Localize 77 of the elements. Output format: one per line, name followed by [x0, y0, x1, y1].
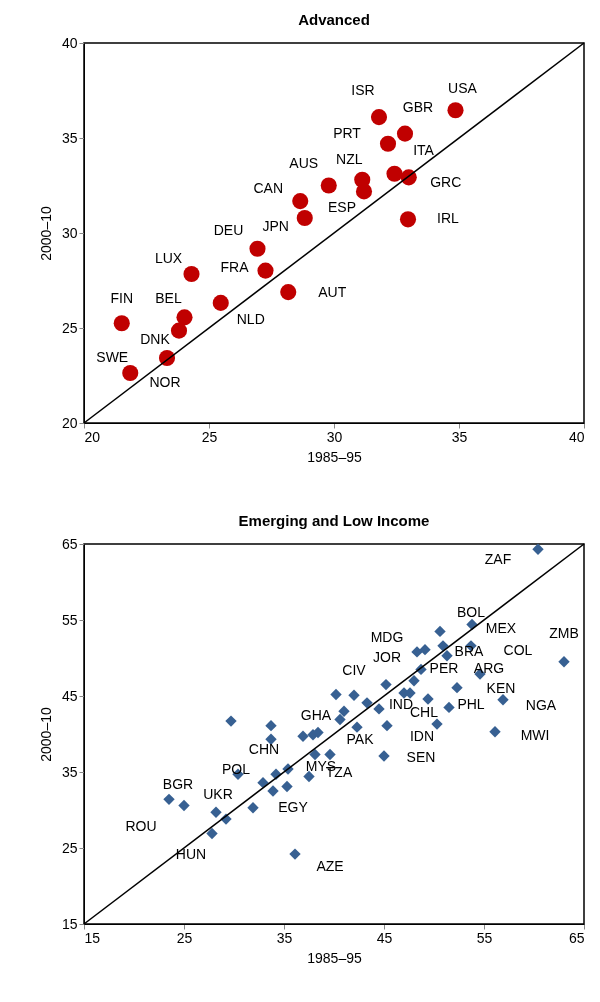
annotation: JOR: [373, 649, 401, 666]
annotation: NGA: [525, 696, 557, 713]
annotation: CAN: [253, 180, 284, 197]
y-tick-label: 15: [61, 915, 78, 932]
x-tick-label: 15: [84, 929, 101, 946]
annotation: ESP: [327, 199, 357, 216]
annotation: DEU: [213, 221, 244, 238]
annotation: DNK: [140, 330, 171, 347]
annotation: PAK: [346, 731, 375, 748]
x-tick-label: 65: [568, 929, 585, 946]
x-axis-title: 1985–95: [307, 949, 362, 966]
annotation: EGY: [278, 798, 309, 815]
x-tick-label: 45: [376, 929, 393, 946]
annotation: SEN: [406, 749, 436, 766]
annotation: ITA: [413, 141, 435, 158]
y-tick-label: 25: [61, 839, 78, 856]
annotation: USA: [448, 80, 478, 97]
annotation: GBR: [402, 98, 434, 115]
annotation: AUT: [318, 284, 347, 301]
annotation: IDN: [409, 727, 435, 744]
annotation: NLD: [236, 310, 265, 327]
y-tick-label: 30: [61, 224, 78, 241]
annotation: ARG: [473, 659, 505, 676]
x-tick-label: 40: [568, 428, 585, 445]
annotation: IRL: [437, 210, 460, 227]
y-tick-label: 25: [61, 319, 78, 336]
annotation: JPN: [262, 217, 289, 234]
annotation: HUN: [175, 845, 207, 862]
x-tick-label: 30: [326, 428, 343, 445]
x-tick-label: 35: [276, 929, 293, 946]
annotation: FRA: [220, 258, 250, 275]
y-tick-label: 35: [61, 129, 78, 146]
x-tick-label: 25: [176, 929, 193, 946]
x-tick-label: 35: [451, 428, 468, 445]
y-tick-label: 35: [61, 763, 78, 780]
x-tick-label: 55: [476, 929, 493, 946]
annotation: AZE: [316, 858, 344, 875]
y-tick-label: 20: [61, 414, 78, 431]
annotation: NOR: [149, 374, 181, 391]
annotation: ISR: [351, 82, 375, 99]
y-axis-title: 2000–10: [37, 707, 54, 762]
annotation: KEN: [486, 679, 516, 696]
annotation: MEX: [485, 619, 517, 636]
chart-title: Advanced: [298, 11, 370, 28]
annotation: GHA: [300, 706, 332, 723]
y-tick-label: 55: [61, 611, 78, 628]
annotation: ZAF: [484, 551, 512, 568]
y-tick-label: 65: [61, 535, 78, 552]
annotation: POL: [221, 761, 251, 778]
annotation: ROU: [125, 818, 157, 835]
annotation: LUX: [154, 250, 183, 267]
annotation: CHN: [248, 741, 280, 758]
annotation: MWI: [520, 726, 550, 743]
annotation: PRT: [333, 124, 362, 141]
annotation: UKR: [203, 786, 233, 803]
y-tick-label: 45: [61, 687, 78, 704]
annotation: BRA: [454, 642, 485, 659]
x-tick-label: 25: [201, 428, 218, 445]
chart-title: Emerging and Low Income: [238, 512, 430, 529]
annotation: PHL: [457, 696, 485, 713]
annotation: BGR: [162, 776, 194, 793]
y-axis-title: 2000–10: [37, 206, 54, 261]
annotation: NZL: [336, 150, 363, 167]
annotation: AUS: [289, 154, 319, 171]
annotation: BEL: [155, 290, 182, 307]
annotation: CIV: [342, 661, 367, 678]
x-tick-label: 20: [84, 428, 101, 445]
annotation: FIN: [110, 290, 134, 307]
y-tick-label: 40: [61, 34, 78, 51]
x-axis-title: 1985–95: [307, 448, 362, 465]
annotation: GRC: [430, 174, 462, 191]
annotation: COL: [503, 641, 533, 658]
annotation: PER: [429, 659, 459, 676]
annotation: BOL: [456, 603, 486, 620]
annotation: SWE: [96, 349, 129, 366]
annotation: MDG: [370, 628, 404, 645]
annotation: ZMB: [549, 624, 579, 641]
